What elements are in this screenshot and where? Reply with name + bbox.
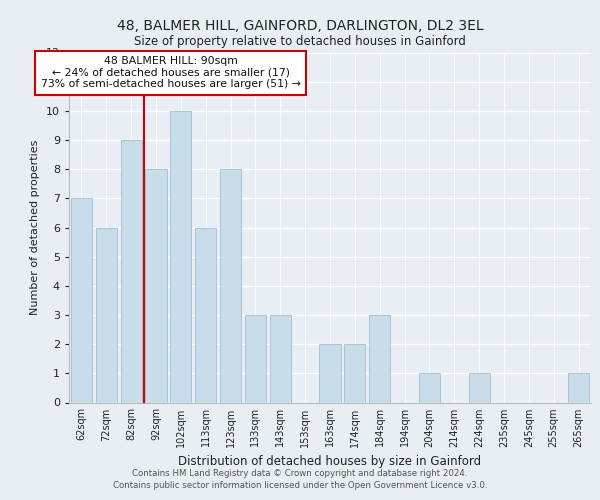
- Bar: [419, 374, 440, 402]
- Bar: [96, 228, 117, 402]
- Bar: [71, 198, 92, 402]
- Bar: [220, 169, 241, 402]
- Text: 48, BALMER HILL, GAINFORD, DARLINGTON, DL2 3EL: 48, BALMER HILL, GAINFORD, DARLINGTON, D…: [116, 19, 484, 33]
- Bar: [170, 111, 191, 403]
- Bar: [568, 374, 589, 402]
- Bar: [121, 140, 142, 402]
- Bar: [469, 374, 490, 402]
- Y-axis label: Number of detached properties: Number of detached properties: [30, 140, 40, 315]
- Text: Size of property relative to detached houses in Gainford: Size of property relative to detached ho…: [134, 35, 466, 48]
- X-axis label: Distribution of detached houses by size in Gainford: Distribution of detached houses by size …: [178, 455, 482, 468]
- Bar: [195, 228, 216, 402]
- Text: Contains HM Land Registry data © Crown copyright and database right 2024.
Contai: Contains HM Land Registry data © Crown c…: [113, 468, 487, 490]
- Bar: [145, 169, 167, 402]
- Bar: [270, 315, 291, 402]
- Bar: [369, 315, 390, 402]
- Bar: [319, 344, 341, 403]
- Bar: [245, 315, 266, 402]
- Bar: [344, 344, 365, 403]
- Text: 48 BALMER HILL: 90sqm
← 24% of detached houses are smaller (17)
73% of semi-deta: 48 BALMER HILL: 90sqm ← 24% of detached …: [41, 56, 301, 89]
